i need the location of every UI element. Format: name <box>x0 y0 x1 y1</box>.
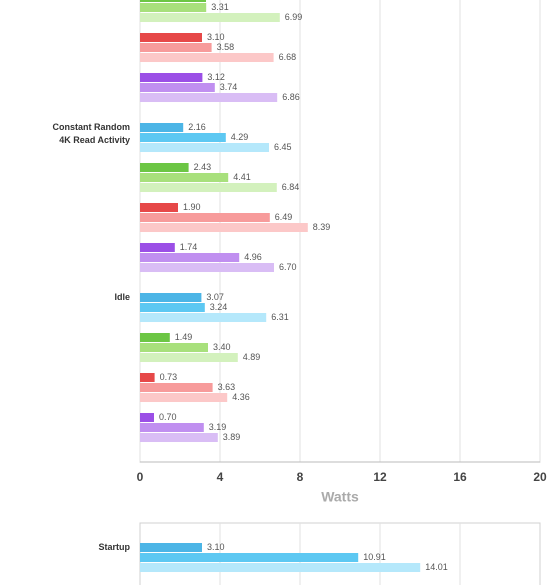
bar <box>140 213 270 222</box>
value-label: 3.19 <box>209 422 227 432</box>
bar <box>140 3 207 12</box>
value-label: 6.99 <box>285 12 303 22</box>
value-label: 3.31 <box>211 2 229 12</box>
x-tick-label: 16 <box>453 470 467 484</box>
bar <box>140 563 421 572</box>
bar <box>140 163 189 172</box>
value-label: 3.89 <box>223 432 241 442</box>
bar <box>140 253 240 262</box>
x-tick-label: 8 <box>297 470 304 484</box>
bar <box>140 423 204 432</box>
value-label: 3.74 <box>220 82 238 92</box>
bar <box>140 173 229 182</box>
value-label: 4.36 <box>232 392 250 402</box>
bar <box>140 293 202 302</box>
bar <box>140 33 202 42</box>
bar <box>140 543 202 552</box>
bar <box>140 13 280 22</box>
bar <box>140 373 155 382</box>
bar <box>140 203 178 212</box>
value-label: 3.40 <box>213 342 231 352</box>
value-label: 3.58 <box>217 42 235 52</box>
bar <box>140 343 208 352</box>
bar <box>140 383 213 392</box>
value-label: 1.49 <box>175 332 193 342</box>
value-label: 3.07 <box>206 292 224 302</box>
bar <box>140 433 218 442</box>
value-label: 3.24 <box>210 302 228 312</box>
value-label: 8.39 <box>313 222 331 232</box>
x-axis-label: Watts <box>321 489 359 505</box>
value-label: 3.10 <box>207 32 225 42</box>
bar <box>140 353 238 362</box>
value-label: 4.29 <box>231 132 249 142</box>
bar <box>140 83 215 92</box>
value-label: 3.12 <box>207 72 225 82</box>
x-tick-label: 12 <box>373 470 387 484</box>
value-label: 4.89 <box>243 352 261 362</box>
bar <box>140 133 226 142</box>
section-label: Startup <box>99 542 131 552</box>
value-label: 14.01 <box>425 562 448 572</box>
value-label: 1.90 <box>183 202 201 212</box>
bar <box>140 143 269 152</box>
value-label: 6.45 <box>274 142 292 152</box>
section-label: Constant Random <box>53 122 131 132</box>
value-label: 6.86 <box>282 92 300 102</box>
bar <box>140 73 203 82</box>
bar <box>140 243 175 252</box>
section-label: 4K Read Activity <box>59 135 130 145</box>
bar <box>140 93 278 102</box>
value-label: 0.73 <box>160 372 178 382</box>
value-label: 0.70 <box>159 412 177 422</box>
bar <box>140 183 277 192</box>
bar <box>140 123 184 132</box>
value-label: 3.10 <box>207 542 225 552</box>
bar <box>140 333 170 342</box>
bar <box>140 263 274 272</box>
bar <box>140 553 359 562</box>
value-label: 4.41 <box>233 172 251 182</box>
value-label: 6.49 <box>275 212 293 222</box>
value-label: 2.43 <box>194 162 212 172</box>
bar <box>140 0 206 2</box>
value-label: 3.63 <box>218 382 236 392</box>
bar <box>140 43 212 52</box>
bar <box>140 313 267 322</box>
value-label: 1.74 <box>180 242 198 252</box>
bar <box>140 413 154 422</box>
bar <box>140 393 228 402</box>
value-label: 2.16 <box>188 122 206 132</box>
bar <box>140 303 205 312</box>
section-label: Idle <box>114 292 130 302</box>
value-label: 6.31 <box>271 312 289 322</box>
bar <box>140 223 308 232</box>
bar <box>140 53 274 62</box>
x-tick-label: 20 <box>533 470 547 484</box>
value-label: 4.96 <box>244 252 262 262</box>
x-tick-label: 4 <box>217 470 224 484</box>
value-label: 10.91 <box>363 552 386 562</box>
value-label: 6.84 <box>282 182 300 192</box>
value-label: 6.70 <box>279 262 297 272</box>
x-tick-label: 0 <box>137 470 144 484</box>
value-label: 6.68 <box>279 52 297 62</box>
